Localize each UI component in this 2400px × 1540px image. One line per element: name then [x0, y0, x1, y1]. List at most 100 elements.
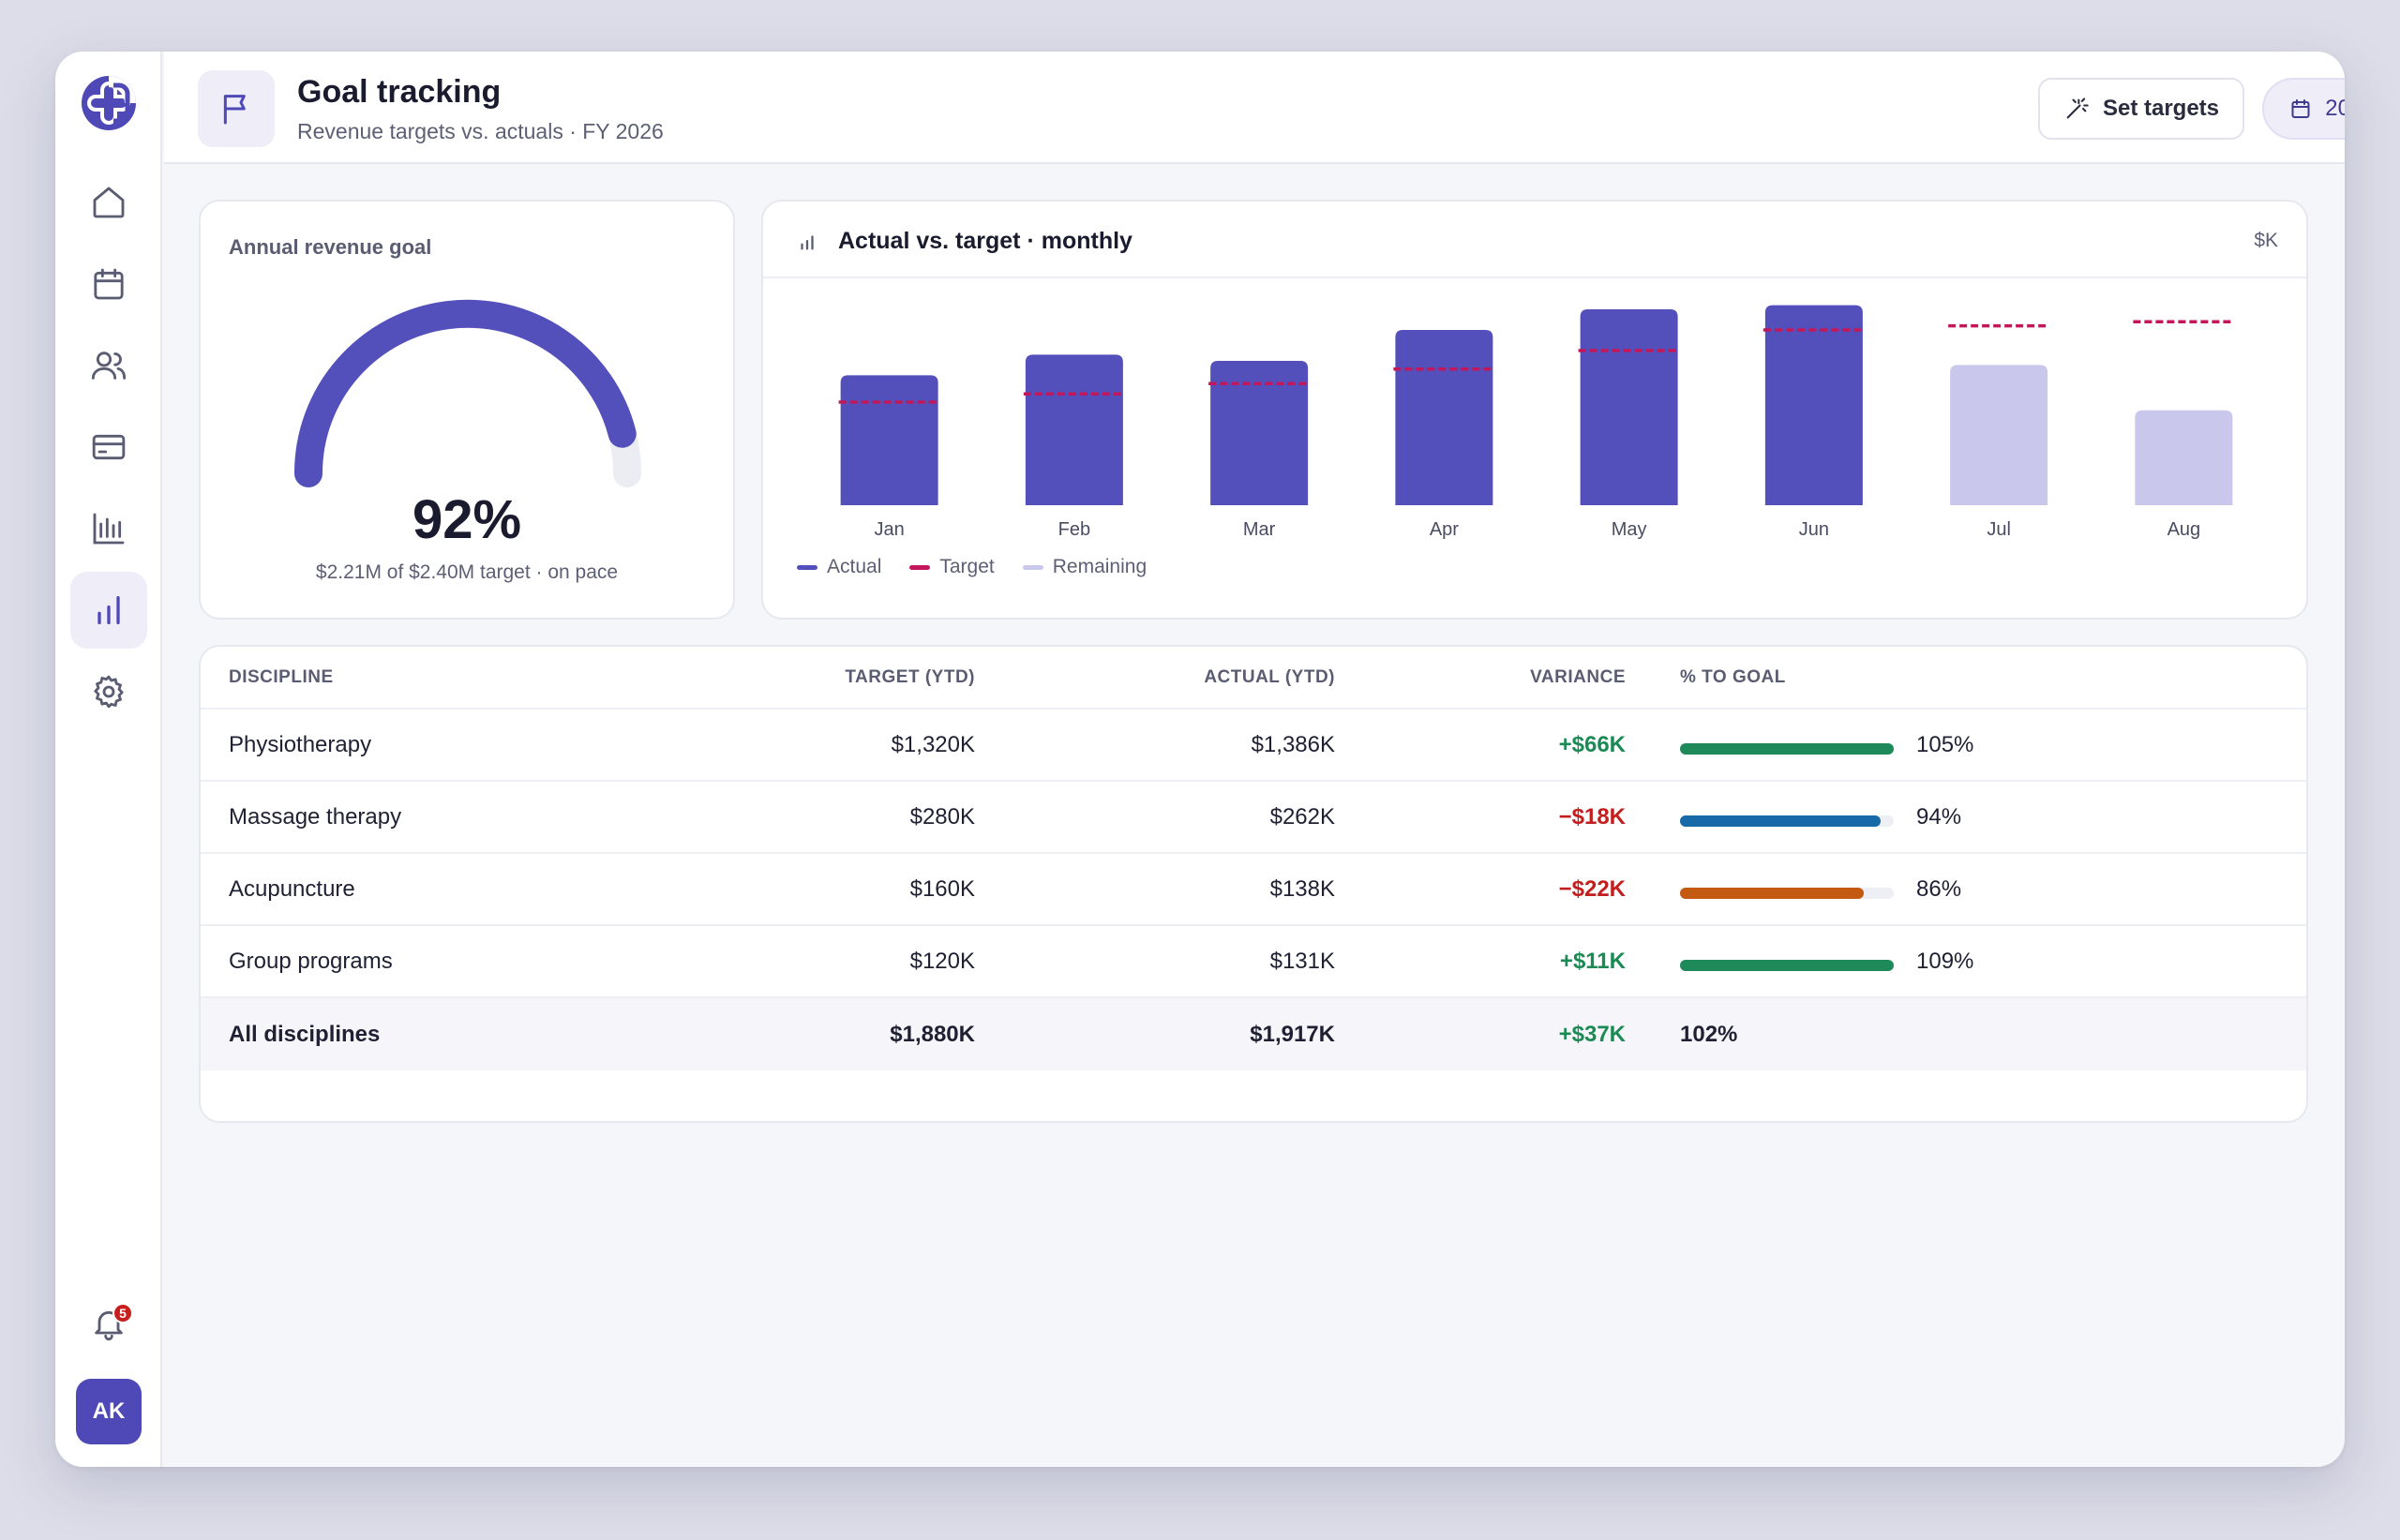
x-tick-label: May — [1612, 519, 1647, 540]
legend-swatch — [909, 564, 931, 570]
sidebar-item-reports[interactable] — [70, 490, 147, 567]
legend-label: Actual — [827, 556, 882, 577]
app-logo[interactable] — [80, 74, 138, 132]
target-value: $120K — [909, 948, 975, 974]
goal-percent: 92% — [412, 489, 522, 550]
legend-item[interactable]: Remaining — [1022, 556, 1148, 578]
goal-progress-bar — [1680, 743, 1894, 755]
actual-bar — [1580, 309, 1678, 505]
sidebar-item-settings[interactable] — [70, 653, 147, 730]
legend-swatch — [1022, 564, 1043, 570]
sidebar-item-goals[interactable] — [70, 572, 147, 649]
goal-card-title: Annual revenue goal — [229, 235, 432, 259]
sidebar-item-calendar[interactable] — [70, 246, 147, 322]
monthly-chart-card: Actual vs. target · monthly $K Jan Feb Mar… — [761, 200, 2308, 620]
legend-label: Target — [939, 556, 995, 577]
variance-value: +$11K — [1559, 948, 1626, 974]
app-window: 5 AK Goal tracking Revenue targets vs. a… — [55, 52, 2345, 1467]
table-row[interactable]: Massage therapy $280K $262K −$18K 94% — [201, 782, 2306, 854]
table-row[interactable]: Physiotherapy $1,320K $1,386K +$66K 105% — [201, 710, 2306, 782]
goal-percent-value: 105% — [1916, 731, 1974, 757]
header-target[interactable]: TARGET (YTD) — [845, 666, 975, 687]
gauge-track — [294, 300, 641, 487]
header-discipline[interactable]: DISCIPLINE — [229, 666, 334, 687]
bar-chart-icon — [801, 235, 814, 250]
legend-swatch — [797, 564, 818, 570]
total-label: All disciplines — [229, 1021, 381, 1047]
table-row[interactable]: Group programs $120K $131K +$11K 109% — [201, 926, 2306, 998]
variance-value: +$66K — [1558, 731, 1626, 757]
gear-icon — [94, 675, 124, 709]
avatar[interactable]: AK — [76, 1379, 142, 1444]
actual-value: $131K — [1269, 948, 1335, 974]
header-variance[interactable]: VARIANCE — [1530, 666, 1626, 687]
total-variance: +$37K — [1558, 1021, 1626, 1047]
x-tick-label: Jul — [1987, 519, 2011, 540]
sidebar-item-home[interactable] — [70, 164, 147, 241]
actual-bar — [840, 375, 938, 505]
header-goal[interactable]: % TO GOAL — [1680, 666, 1786, 687]
page-subtitle: Revenue targets vs. actuals · FY 2026 — [297, 119, 664, 143]
flag-icon — [223, 95, 246, 125]
actual-bar — [1395, 330, 1493, 505]
x-tick-label: Feb — [1058, 519, 1090, 540]
total-target: $1,880K — [890, 1021, 975, 1047]
legend-label: Remaining — [1052, 556, 1148, 577]
actual-bar — [1025, 354, 1123, 505]
x-tick-label: Apr — [1430, 519, 1459, 540]
table-row[interactable]: Acupuncture $160K $138K −$22K 86% — [201, 854, 2306, 926]
chart-title: Actual vs. target · monthly — [838, 228, 1132, 254]
goal-progress-bar — [1680, 815, 1894, 827]
year-selector[interactable]: 2026 — [2262, 78, 2345, 140]
goal-progress-fill — [1680, 743, 1894, 755]
target-value: $280K — [909, 803, 975, 830]
discipline-table: DISCIPLINE TARGET (YTD) ACTUAL (YTD) VAR… — [199, 645, 2308, 1123]
page-title: Goal tracking — [297, 74, 502, 110]
x-tick-label: Aug — [2168, 519, 2201, 540]
chart-header: Actual vs. target · monthly $K — [763, 202, 2306, 278]
actual-bar — [1764, 305, 1863, 505]
goal-progress-fill — [1680, 960, 1894, 971]
set-targets-button[interactable]: Set targets — [2038, 78, 2244, 140]
sidebar: 5 AK — [55, 52, 162, 1467]
variance-value: −$18K — [1558, 803, 1626, 830]
header-badge — [198, 70, 275, 147]
set-targets-label: Set targets — [2102, 96, 2220, 121]
year-label: 2026 — [2325, 96, 2345, 121]
sidebar-item-billing[interactable] — [70, 409, 147, 486]
goal-percent-value: 86% — [1916, 875, 1962, 902]
actual-value: $1,386K — [1251, 731, 1335, 757]
variance-value: −$22K — [1558, 875, 1626, 902]
monthly-bar-chart: Jan Feb Mar Apr May Jun Jul Aug — [838, 305, 2235, 540]
magic-wand-icon — [2066, 97, 2089, 119]
goal-progress-fill — [1680, 815, 1882, 827]
goal-progress-bar — [1680, 960, 1894, 971]
goal-progress-fill — [1680, 888, 1865, 899]
goal-caption: $2.21M of $2.40M target · on pace — [315, 561, 619, 583]
bar-chart-icon — [98, 596, 120, 624]
notification-badge: 5 — [112, 1303, 133, 1323]
calendar-icon — [2291, 99, 2310, 118]
credit-card-icon — [92, 434, 126, 460]
x-tick-label: Jun — [1799, 519, 1829, 540]
table-total-row: All disciplines $1,880K $1,917K +$37K 102% — [201, 998, 2306, 1070]
total-actual: $1,917K — [1250, 1021, 1335, 1047]
users-icon — [91, 351, 127, 380]
discipline-name: Massage therapy — [229, 803, 402, 830]
chart-legend: Actual Target Remaining — [797, 556, 1147, 578]
goal-percent-value: 109% — [1916, 948, 1974, 974]
x-tick-label: Jan — [875, 519, 905, 540]
reports-icon — [93, 513, 125, 545]
notifications-button[interactable]: 5 — [83, 1298, 134, 1349]
header-actual[interactable]: ACTUAL (YTD) — [1204, 666, 1335, 687]
legend-item[interactable]: Target — [909, 556, 995, 578]
sidebar-item-clients[interactable] — [70, 327, 147, 404]
discipline-name: Acupuncture — [229, 875, 355, 902]
actual-value: $138K — [1269, 875, 1335, 902]
home-icon — [93, 187, 125, 218]
target-value: $1,320K — [891, 731, 975, 757]
chart-unit: $K — [2254, 230, 2278, 251]
goal-progress-bar — [1680, 888, 1894, 899]
bell-icon — [95, 1310, 123, 1340]
legend-item[interactable]: Actual — [797, 556, 881, 578]
